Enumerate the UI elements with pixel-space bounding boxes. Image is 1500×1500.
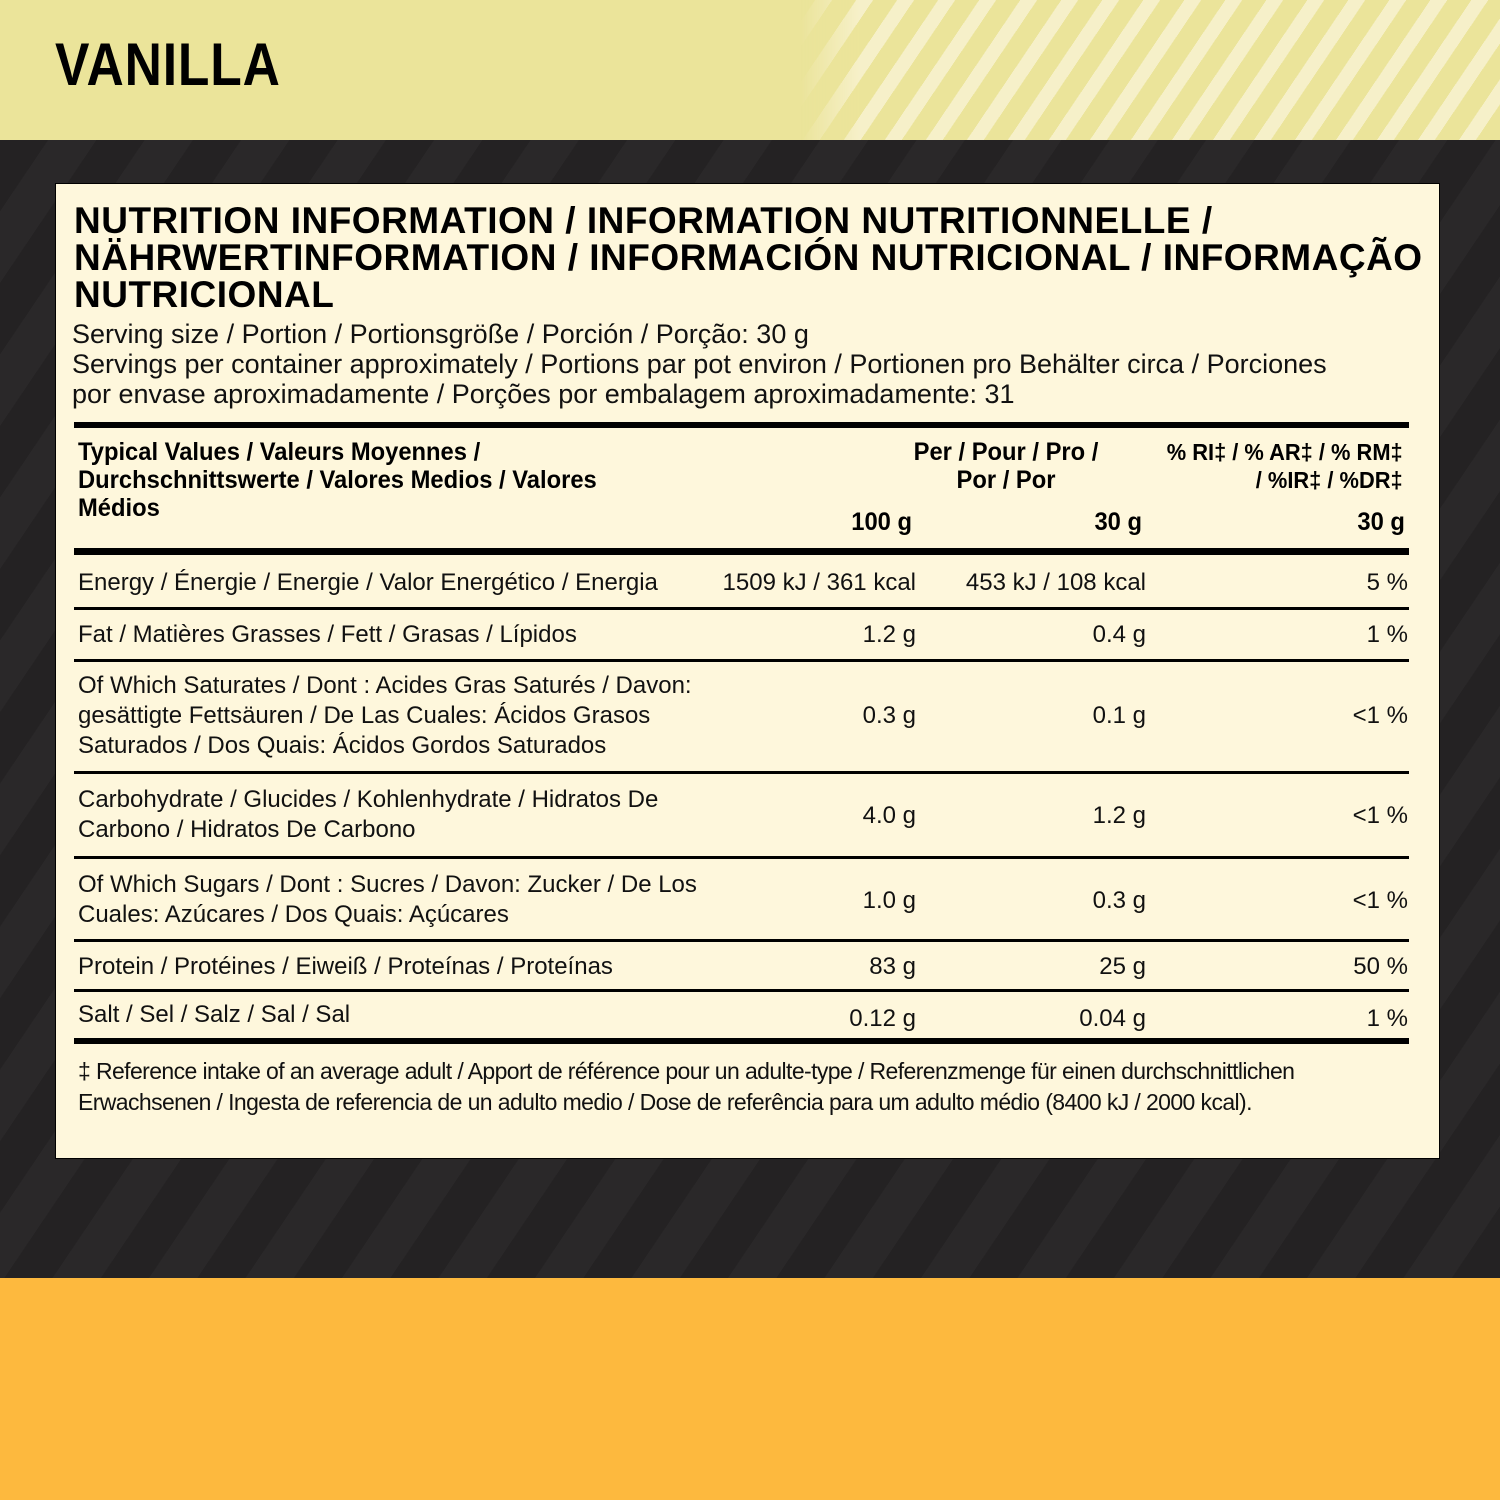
- header-ri-30g: 30 g: [1357, 508, 1405, 536]
- value-per-100g: 1.2 g: [862, 621, 916, 648]
- value-per-100g: 1509 kJ / 361 kcal: [722, 569, 916, 596]
- value-per-30g: 453 kJ / 108 kcal: [965, 569, 1146, 596]
- stripe-pattern: [800, 0, 1500, 140]
- value-ri: <1 %: [1352, 887, 1408, 914]
- nutrient-label: Carbohydrate / Glucides / Kohlenhydrate …: [78, 786, 659, 843]
- value-per-100g: 4.0 g: [862, 802, 916, 829]
- value-ri: 1 %: [1366, 1005, 1408, 1032]
- value-per-100g: 1.0 g: [862, 887, 916, 914]
- header-bottom-rule: [74, 548, 1409, 555]
- value-per-30g: 0.3 g: [1092, 887, 1146, 914]
- header-typical-values: Typical Values / Valeurs Moyennes / Durc…: [78, 438, 597, 522]
- value-per-30g: 0.4 g: [1092, 621, 1146, 648]
- row-divider: [74, 856, 1409, 859]
- value-ri: 5 %: [1366, 569, 1408, 596]
- value-per-100g: 0.12 g: [849, 1005, 916, 1032]
- bottom-band: [0, 1278, 1500, 1500]
- header-30g: 30 g: [1094, 508, 1142, 536]
- value-ri: <1 %: [1352, 702, 1408, 729]
- nutrient-label: Fat / Matières Grasses / Fett / Grasas /…: [78, 621, 577, 648]
- serving-size: Serving size / Portion / Portionsgröße /…: [72, 319, 809, 349]
- nutrition-title: NUTRITION INFORMATION / INFORMATION NUTR…: [74, 200, 1423, 315]
- value-ri: 50 %: [1353, 953, 1408, 980]
- header-per: Per / Pour / Pro / Por / Por: [913, 438, 1099, 494]
- header-ri: % RI‡ / % AR‡ / % RM‡ / %IR‡ / %DR‡: [1166, 439, 1403, 493]
- nutrient-label: Of Which Sugars / Dont : Sucres / Davon:…: [78, 871, 697, 928]
- value-per-30g: 1.2 g: [1092, 802, 1146, 829]
- value-per-30g: 0.1 g: [1092, 702, 1146, 729]
- value-per-100g: 83 g: [869, 953, 916, 980]
- nutrition-label: NUTRITION INFORMATION / INFORMATION NUTR…: [55, 183, 1440, 1159]
- reference-intake-footnote: ‡ Reference intake of an average adult /…: [78, 1058, 1295, 1115]
- value-per-30g: 0.04 g: [1079, 1005, 1146, 1032]
- nutrient-label: Energy / Énergie / Energie / Valor Energ…: [78, 569, 658, 596]
- table-row: Energy / Énergie / Energie / Valor Energ…: [78, 568, 1408, 598]
- value-ri: 1 %: [1366, 621, 1408, 648]
- value-per-30g: 25 g: [1099, 953, 1146, 980]
- serving-info: Serving size / Portion / Portionsgröße /…: [72, 319, 1372, 409]
- nutrient-label: Salt / Sel / Salz / Sal / Sal: [78, 1001, 351, 1028]
- row-divider: [74, 989, 1409, 992]
- flavor-title: VANILLA: [55, 31, 281, 98]
- row-divider: [74, 771, 1409, 774]
- row-divider: [74, 607, 1409, 610]
- header-100g: 100 g: [851, 508, 912, 536]
- servings-per-container: Servings per container approximately / P…: [72, 349, 1327, 409]
- nutrient-label: Protein / Protéines / Eiweiß / Proteínas…: [78, 953, 613, 980]
- row-divider: [74, 659, 1409, 662]
- value-ri: <1 %: [1352, 802, 1408, 829]
- flavor-banner: VANILLA: [0, 0, 1500, 140]
- nutrient-label: Of Which Saturates / Dont : Acides Gras …: [78, 672, 692, 759]
- table-top-rule: [74, 422, 1409, 428]
- row-divider: [74, 939, 1409, 942]
- table-bottom-rule: [74, 1038, 1409, 1044]
- value-per-100g: 0.3 g: [862, 702, 916, 729]
